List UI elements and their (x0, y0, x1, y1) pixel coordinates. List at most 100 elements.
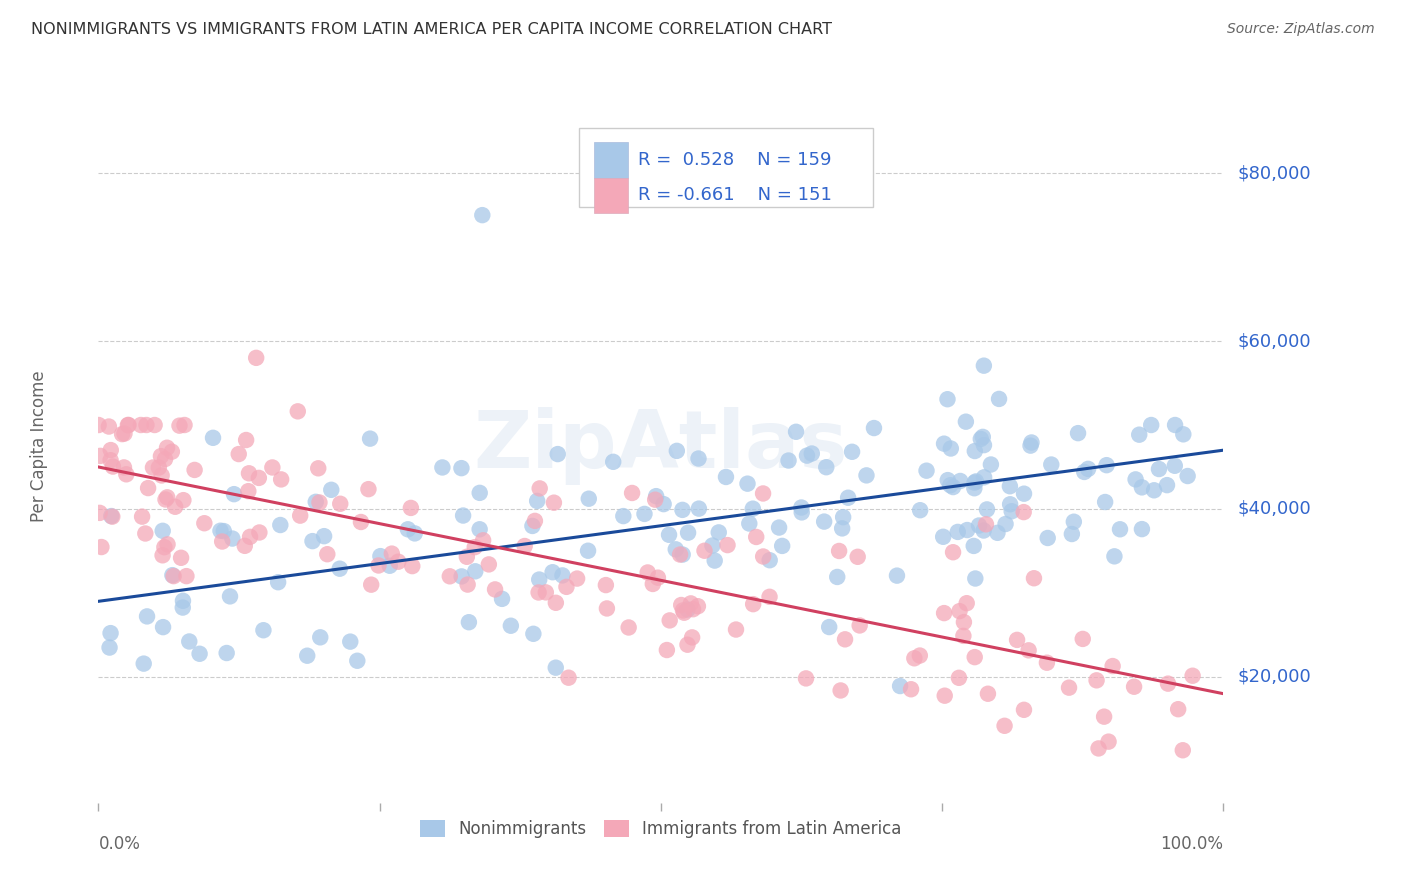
Point (790, 500, 813, 515)
Point (370, 549, 392, 563)
Point (439, 569, 461, 583)
Point (472, 533, 495, 548)
Point (529, 573, 551, 587)
Point (188, 647, 211, 661)
Point (932, 530, 955, 544)
Point (1147, 462, 1170, 476)
Point (832, 510, 855, 524)
Point (162, 568, 184, 582)
Point (153, 452, 176, 467)
Text: 0.0%: 0.0% (98, 835, 141, 853)
Point (942, 480, 965, 494)
Text: $20,000: $20,000 (1237, 668, 1310, 686)
Point (97, 419, 120, 434)
Point (100, 443, 122, 458)
Point (970, 432, 993, 446)
Point (350, 515, 373, 529)
Point (948, 671, 970, 685)
Point (90, 540, 112, 554)
Point (155, 492, 177, 507)
Point (100, 626, 122, 640)
Point (1012, 703, 1035, 717)
Point (100, 453, 122, 467)
Point (993, 719, 1015, 733)
Point (621, 486, 644, 500)
Point (903, 651, 925, 665)
Point (752, 486, 775, 500)
Point (228, 447, 250, 461)
Point (652, 497, 675, 511)
Point (269, 518, 291, 533)
Point (287, 404, 309, 418)
Point (768, 520, 790, 534)
Point (974, 517, 997, 532)
Point (136, 609, 159, 624)
Point (818, 620, 841, 634)
Point (101, 459, 124, 474)
Point (183, 463, 205, 477)
Point (468, 522, 491, 536)
Point (1157, 676, 1180, 690)
Point (846, 549, 869, 564)
Point (1094, 495, 1116, 509)
Point (1177, 469, 1199, 483)
Point (135, 417, 157, 432)
Point (707, 525, 730, 540)
Point (932, 606, 955, 620)
Point (478, 558, 501, 572)
Point (211, 534, 233, 549)
Point (672, 548, 695, 562)
Point (939, 478, 962, 492)
Point (117, 417, 139, 432)
Point (770, 539, 793, 553)
Point (1109, 522, 1132, 536)
Point (965, 475, 987, 489)
Point (526, 494, 548, 508)
Point (671, 503, 693, 517)
Point (450, 461, 472, 475)
Point (956, 523, 979, 537)
Point (529, 482, 551, 496)
Point (378, 558, 401, 573)
Point (267, 575, 290, 590)
Point (956, 596, 979, 610)
Point (688, 501, 710, 516)
Point (778, 453, 800, 467)
Point (457, 615, 479, 630)
Text: Per Capita Income: Per Capita Income (30, 370, 48, 522)
Text: ZipAtlas: ZipAtlas (474, 407, 848, 485)
Point (716, 538, 738, 552)
Point (1060, 527, 1083, 541)
Point (1097, 734, 1119, 748)
Point (676, 638, 699, 652)
Text: $60,000: $60,000 (1237, 332, 1310, 350)
Point (432, 460, 454, 475)
Point (215, 646, 238, 660)
Point (963, 481, 986, 495)
Point (1173, 427, 1195, 442)
Point (468, 486, 491, 500)
Point (963, 475, 986, 490)
Point (1073, 465, 1095, 479)
Point (617, 620, 640, 634)
Point (738, 516, 761, 531)
Point (908, 503, 931, 517)
Point (953, 615, 976, 629)
Point (456, 549, 478, 564)
Point (658, 614, 681, 628)
Point (1022, 571, 1045, 585)
Point (796, 449, 818, 463)
Point (522, 519, 544, 533)
Point (114, 426, 136, 441)
Point (612, 509, 634, 524)
Point (522, 627, 544, 641)
Point (115, 467, 138, 482)
Point (915, 464, 938, 478)
Point (471, 208, 494, 222)
Point (156, 441, 179, 455)
Point (544, 596, 567, 610)
Point (939, 442, 962, 456)
Point (1123, 680, 1146, 694)
Point (724, 623, 747, 637)
Point (176, 569, 198, 583)
